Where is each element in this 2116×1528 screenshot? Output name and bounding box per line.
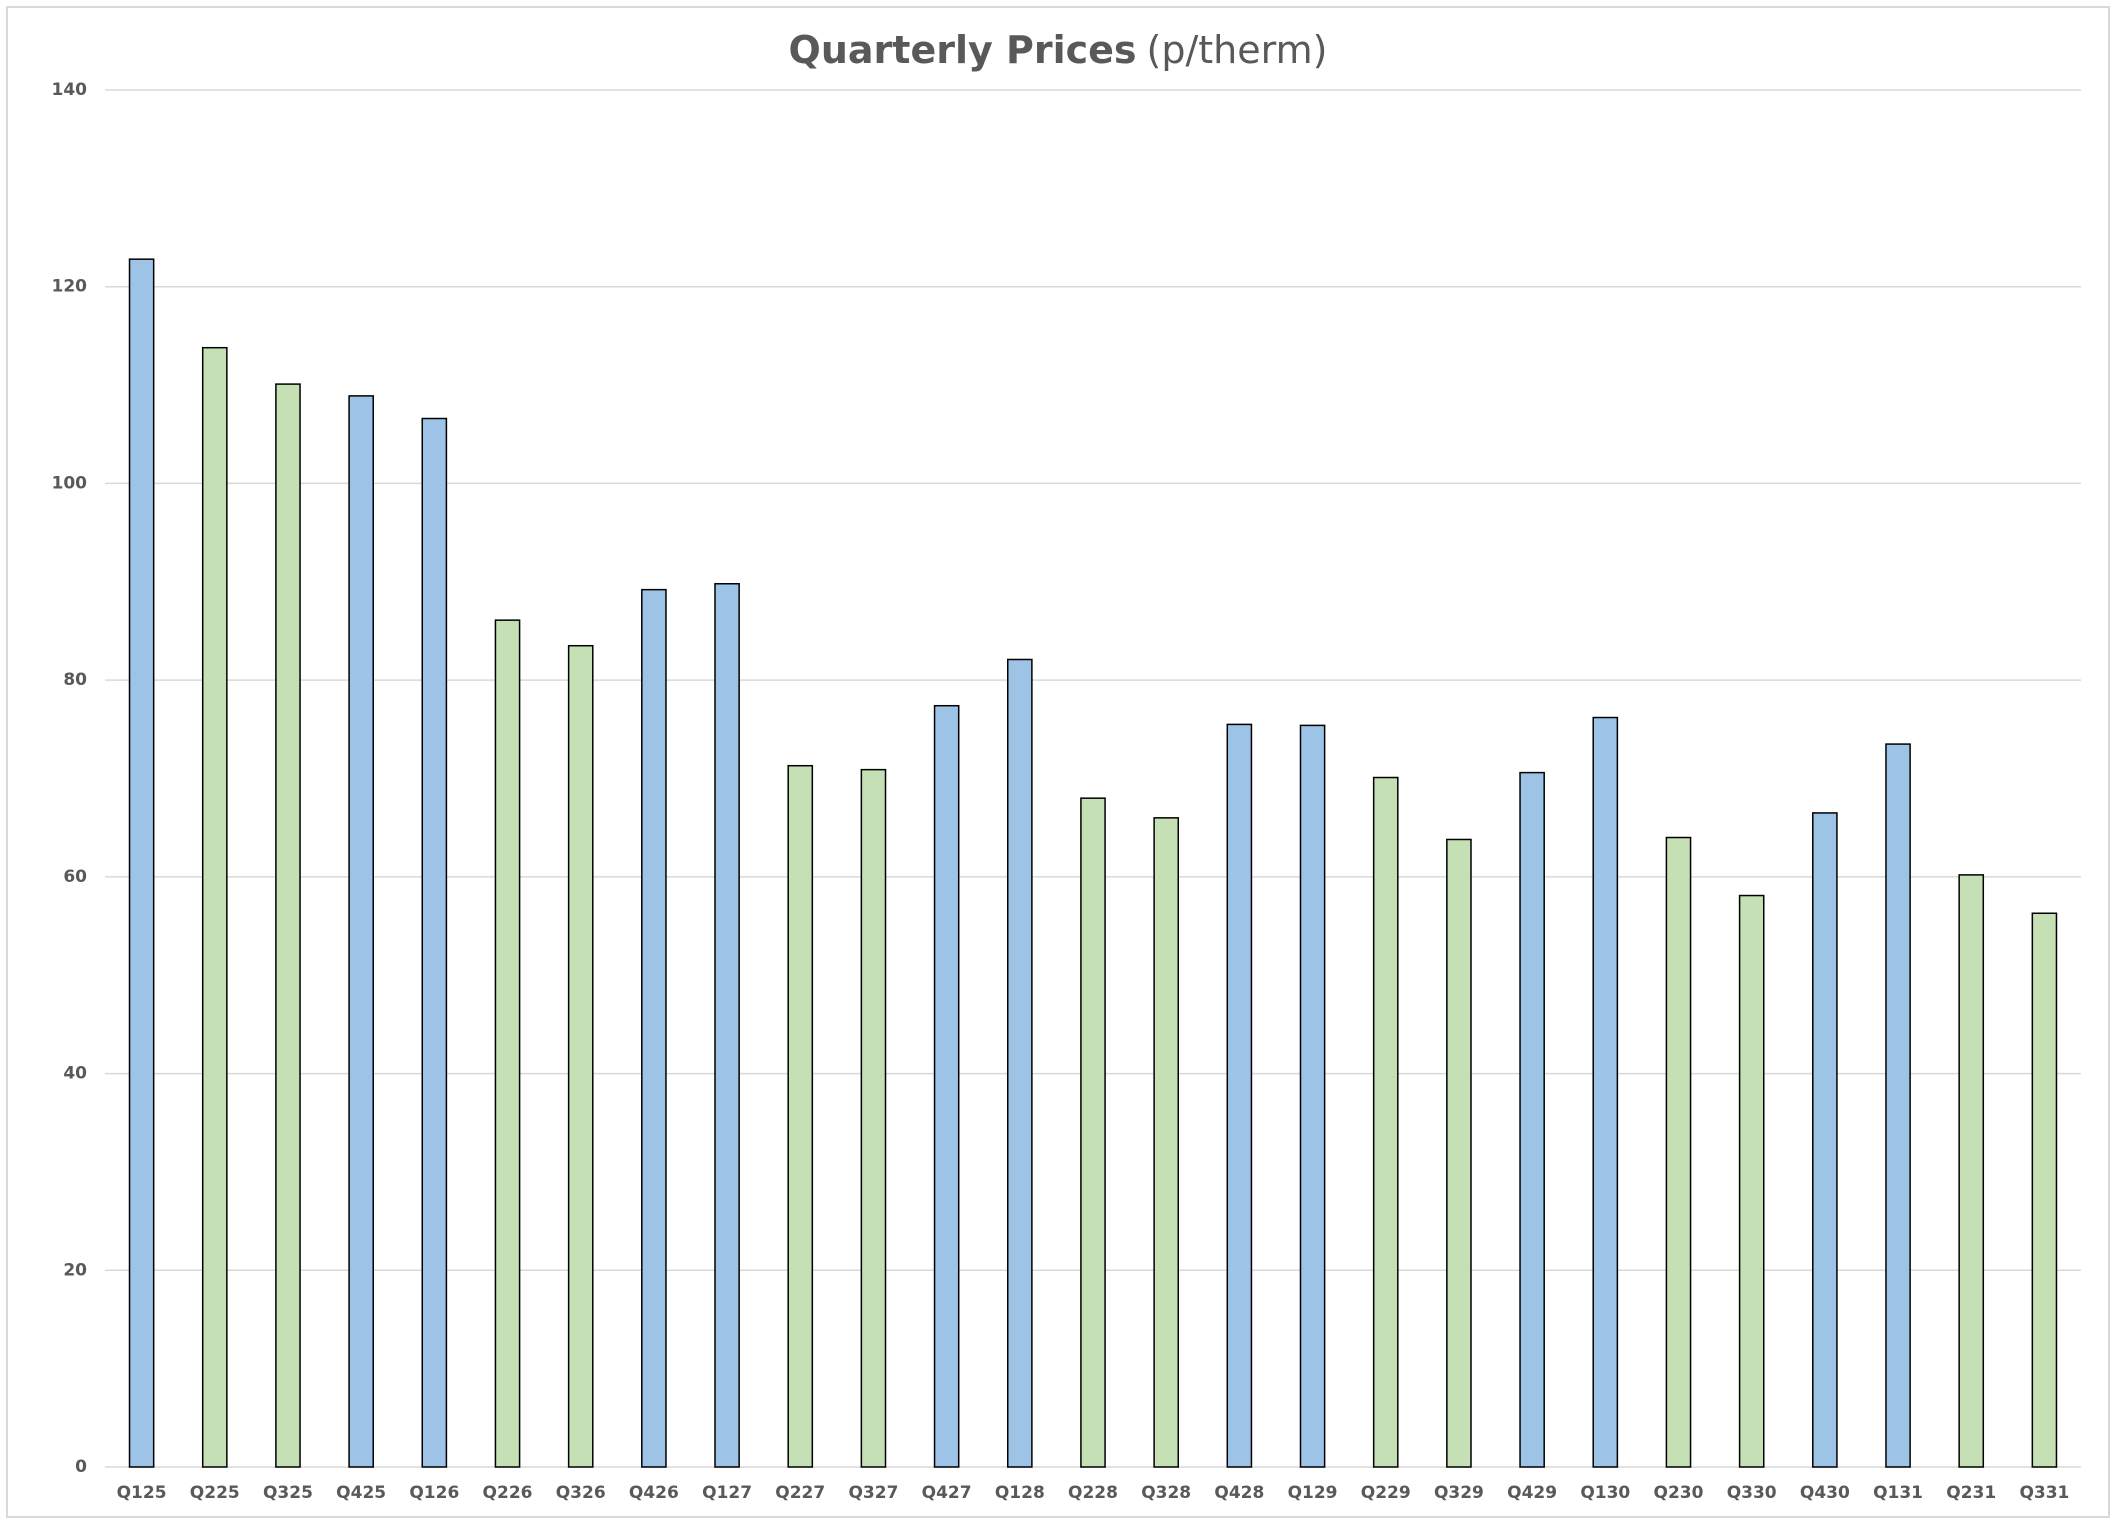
bar [1885,743,1911,1468]
y-tick-label: 0 [75,1457,87,1477]
y-tick-label: 60 [63,867,87,887]
y-tick-label: 20 [63,1260,87,1280]
x-tick-label: Q231 [1946,1483,1996,1503]
x-tick-label: Q126 [409,1483,459,1503]
bar [128,258,155,1468]
y-tick-label: 120 [52,277,88,297]
x-tick-label: Q130 [1580,1483,1630,1503]
x-tick-label: Q329 [1434,1483,1484,1503]
bar [1446,838,1472,1468]
x-tick-label: Q125 [117,1483,167,1503]
bar [275,383,301,1468]
x-tick-label: Q426 [629,1483,679,1503]
bar [787,764,814,1468]
x-tick-label: Q330 [1727,1483,1777,1503]
bar [567,644,594,1468]
bar [1519,771,1545,1468]
bar [933,704,960,1468]
chart-title: Quarterly Prices (p/therm) [789,28,1328,72]
x-tick-label: Q325 [263,1483,313,1503]
x-tick-label: Q226 [483,1483,533,1503]
x-tick-label: Q427 [922,1483,972,1503]
x-tick-label: Q327 [848,1483,898,1503]
bar [1226,723,1253,1468]
title-unit: (p/therm) [1147,28,1328,72]
bar [1080,797,1106,1468]
x-tick-label: Q430 [1800,1483,1850,1503]
x-tick-label: Q129 [1288,1483,1338,1503]
bar [1153,817,1180,1468]
x-tick-label: Q425 [336,1483,386,1503]
bar [1372,776,1399,1468]
bar [1665,836,1692,1468]
x-tick-label: Q127 [702,1483,752,1503]
bar [1738,894,1765,1468]
x-tick-label: Q331 [2019,1483,2069,1503]
y-tick-label: 40 [63,1064,87,1084]
y-tick-label: 140 [52,80,88,100]
x-tick-label: Q131 [1873,1483,1923,1503]
x-tick-label: Q225 [190,1483,240,1503]
x-tick-label: Q429 [1507,1483,1557,1503]
bar [201,346,228,1468]
x-tick-label: Q128 [995,1483,1045,1503]
x-tick-label: Q230 [1654,1483,1704,1503]
bar [494,619,521,1468]
bar [1958,874,1985,1468]
x-tick-label: Q228 [1068,1483,1118,1503]
bar [348,395,374,1468]
x-tick-label: Q326 [556,1483,606,1503]
bar [421,417,448,1468]
title-main: Quarterly Prices [789,28,1137,72]
bar [1812,812,1838,1468]
chart-border [6,6,2110,1518]
bar [1592,716,1619,1468]
bar [1006,658,1033,1468]
x-tick-label: Q229 [1361,1483,1411,1503]
bar [1299,724,1326,1468]
x-tick-label: Q428 [1214,1483,1264,1503]
bar [860,768,887,1468]
y-tick-label: 100 [52,473,88,493]
bar [2031,912,2058,1468]
bar [641,588,667,1468]
bar [714,583,740,1468]
x-tick-label: Q328 [1141,1483,1191,1503]
x-tick-label: Q227 [775,1483,825,1503]
y-tick-label: 80 [63,670,87,690]
